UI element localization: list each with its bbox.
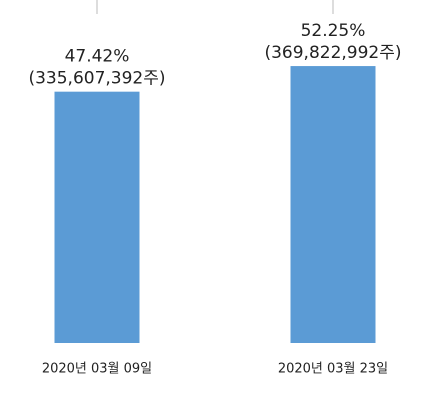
- bar: [290, 66, 376, 343]
- x-tick-label: 2020년 03월 23일: [278, 362, 388, 377]
- value-label: 47.42%: [65, 47, 130, 67]
- value-label: 52.25%: [301, 21, 366, 41]
- share-label: (369,822,992주): [264, 43, 401, 63]
- bar: [54, 91, 140, 343]
- share-label: (335,607,392주): [28, 69, 165, 89]
- x-tick-label: 2020년 03월 09일: [42, 362, 152, 377]
